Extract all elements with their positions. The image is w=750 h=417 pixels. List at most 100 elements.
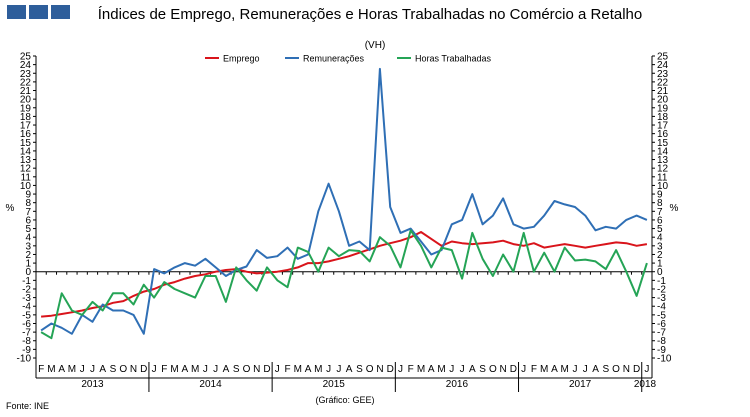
month-tick-label: F	[161, 364, 167, 375]
month-tick-label: A	[428, 364, 435, 375]
legend-label: Remunerações	[303, 54, 365, 64]
y-tick-label-left: 6	[25, 215, 31, 226]
month-tick-label: M	[294, 364, 302, 375]
month-tick-label: A	[58, 364, 65, 375]
y-tick-label-left: 8	[25, 198, 31, 209]
y-tick-label-right: 18	[657, 112, 669, 123]
month-tick-label: O	[119, 364, 127, 375]
year-label: 2018	[634, 379, 657, 390]
month-tick-label: J	[460, 364, 465, 375]
brand-squares	[7, 5, 70, 19]
month-tick-label: J	[644, 364, 649, 375]
y-tick-label-right: 14	[657, 146, 669, 157]
y-tick-label-left: 17	[20, 121, 32, 132]
month-tick-label: A	[469, 364, 476, 375]
y-tick-label-right: 9	[657, 190, 663, 201]
brand-square	[51, 5, 70, 19]
y-tick-label-right: -2	[657, 284, 666, 295]
month-tick-label: O	[612, 364, 620, 375]
month-tick-label: A	[346, 364, 353, 375]
year-label: 2016	[446, 379, 469, 390]
month-tick-label: M	[314, 364, 322, 375]
month-tick-label: J	[152, 364, 157, 375]
y-tick-label-left: -10	[17, 354, 32, 365]
y-tick-label-left: 2	[25, 250, 31, 261]
month-tick-label: J	[203, 364, 208, 375]
y-tick-label-left: -7	[22, 328, 31, 339]
series-line-remunera-es	[40, 67, 648, 335]
month-tick-label: M	[417, 364, 425, 375]
y-tick-label-right: 21	[657, 86, 669, 97]
y-tick-label-right: -6	[657, 319, 666, 330]
month-tick-label: N	[376, 364, 383, 375]
month-tick-label: M	[561, 364, 569, 375]
month-tick-label: S	[356, 364, 363, 375]
y-tick-label-right: 24	[657, 60, 669, 71]
y-tick-label-right: 6	[657, 215, 663, 226]
y-tick-label-right: 8	[657, 198, 663, 209]
y-tick-label-right: 23	[657, 69, 669, 80]
y-tick-label-left: 19	[20, 103, 32, 114]
y-tick-label-right: 20	[657, 95, 669, 106]
month-tick-label: J	[398, 364, 403, 375]
month-tick-label: N	[500, 364, 507, 375]
y-tick-label-left: 1	[25, 259, 31, 270]
month-tick-label: J	[583, 364, 588, 375]
y-tick-label-right: 15	[657, 138, 669, 149]
brand-square	[7, 5, 26, 19]
chart-title: Índices de Emprego, Remunerações e Horas…	[97, 6, 643, 23]
y-tick-label-left: 23	[20, 69, 32, 80]
y-tick-label-right: 4	[657, 233, 663, 244]
y-tick-label-left: 25	[20, 52, 32, 63]
month-tick-label: O	[243, 364, 251, 375]
y-tick-label-right: -3	[657, 293, 666, 304]
month-tick-label: M	[191, 364, 199, 375]
month-tick-label: J	[326, 364, 331, 375]
y-tick-label-left: 20	[20, 95, 32, 106]
y-tick-label-right: 25	[657, 52, 669, 63]
month-tick-label: M	[437, 364, 445, 375]
month-tick-label: S	[479, 364, 486, 375]
y-tick-label-left: 4	[25, 233, 31, 244]
chart-subtitle: (VH)	[364, 40, 386, 51]
y-tick-label-right: 11	[657, 172, 668, 183]
y-tick-label-right: 0	[657, 267, 663, 278]
month-tick-label: N	[253, 364, 260, 375]
year-label: 2017	[569, 379, 592, 390]
month-tick-label: J	[521, 364, 526, 375]
y-tick-label-right: -8	[657, 336, 666, 347]
y-tick-label-left: 14	[20, 146, 32, 157]
legend-label: Horas Trabalhadas	[415, 54, 492, 64]
credit-note: (Gráfico: GEE)	[315, 395, 375, 405]
month-tick-label: O	[366, 364, 374, 375]
month-tick-label: A	[592, 364, 599, 375]
y-tick-label-right: 10	[657, 181, 669, 192]
month-tick-label: O	[489, 364, 497, 375]
year-label: 2015	[323, 379, 346, 390]
y-tick-label-left: 24	[20, 60, 32, 71]
y-tick-label-right: -4	[657, 302, 666, 313]
month-tick-label: S	[233, 364, 240, 375]
month-tick-label: S	[602, 364, 609, 375]
y-tick-label-left: -3	[22, 293, 31, 304]
y-unit-left: %	[6, 203, 15, 214]
y-tick-label-left: 11	[21, 172, 32, 183]
y-tick-label-left: 10	[20, 181, 32, 192]
y-tick-label-left: -1	[22, 276, 31, 287]
y-tick-label-left: 0	[25, 267, 31, 278]
y-tick-label-right: 12	[657, 164, 669, 175]
year-label: 2013	[81, 379, 104, 390]
y-tick-label-right: -7	[657, 328, 666, 339]
month-tick-label: D	[510, 364, 517, 375]
y-tick-label-right: 13	[657, 155, 669, 166]
y-tick-label-right: 16	[657, 129, 669, 140]
y-unit-right: %	[670, 203, 679, 214]
month-tick-label: D	[140, 364, 147, 375]
month-tick-label: F	[284, 364, 290, 375]
month-tick-label: S	[110, 364, 117, 375]
month-tick-label: F	[38, 364, 44, 375]
y-tick-label-left: 22	[20, 77, 32, 88]
y-tick-label-left: -6	[22, 319, 31, 330]
month-tick-label: M	[47, 364, 55, 375]
